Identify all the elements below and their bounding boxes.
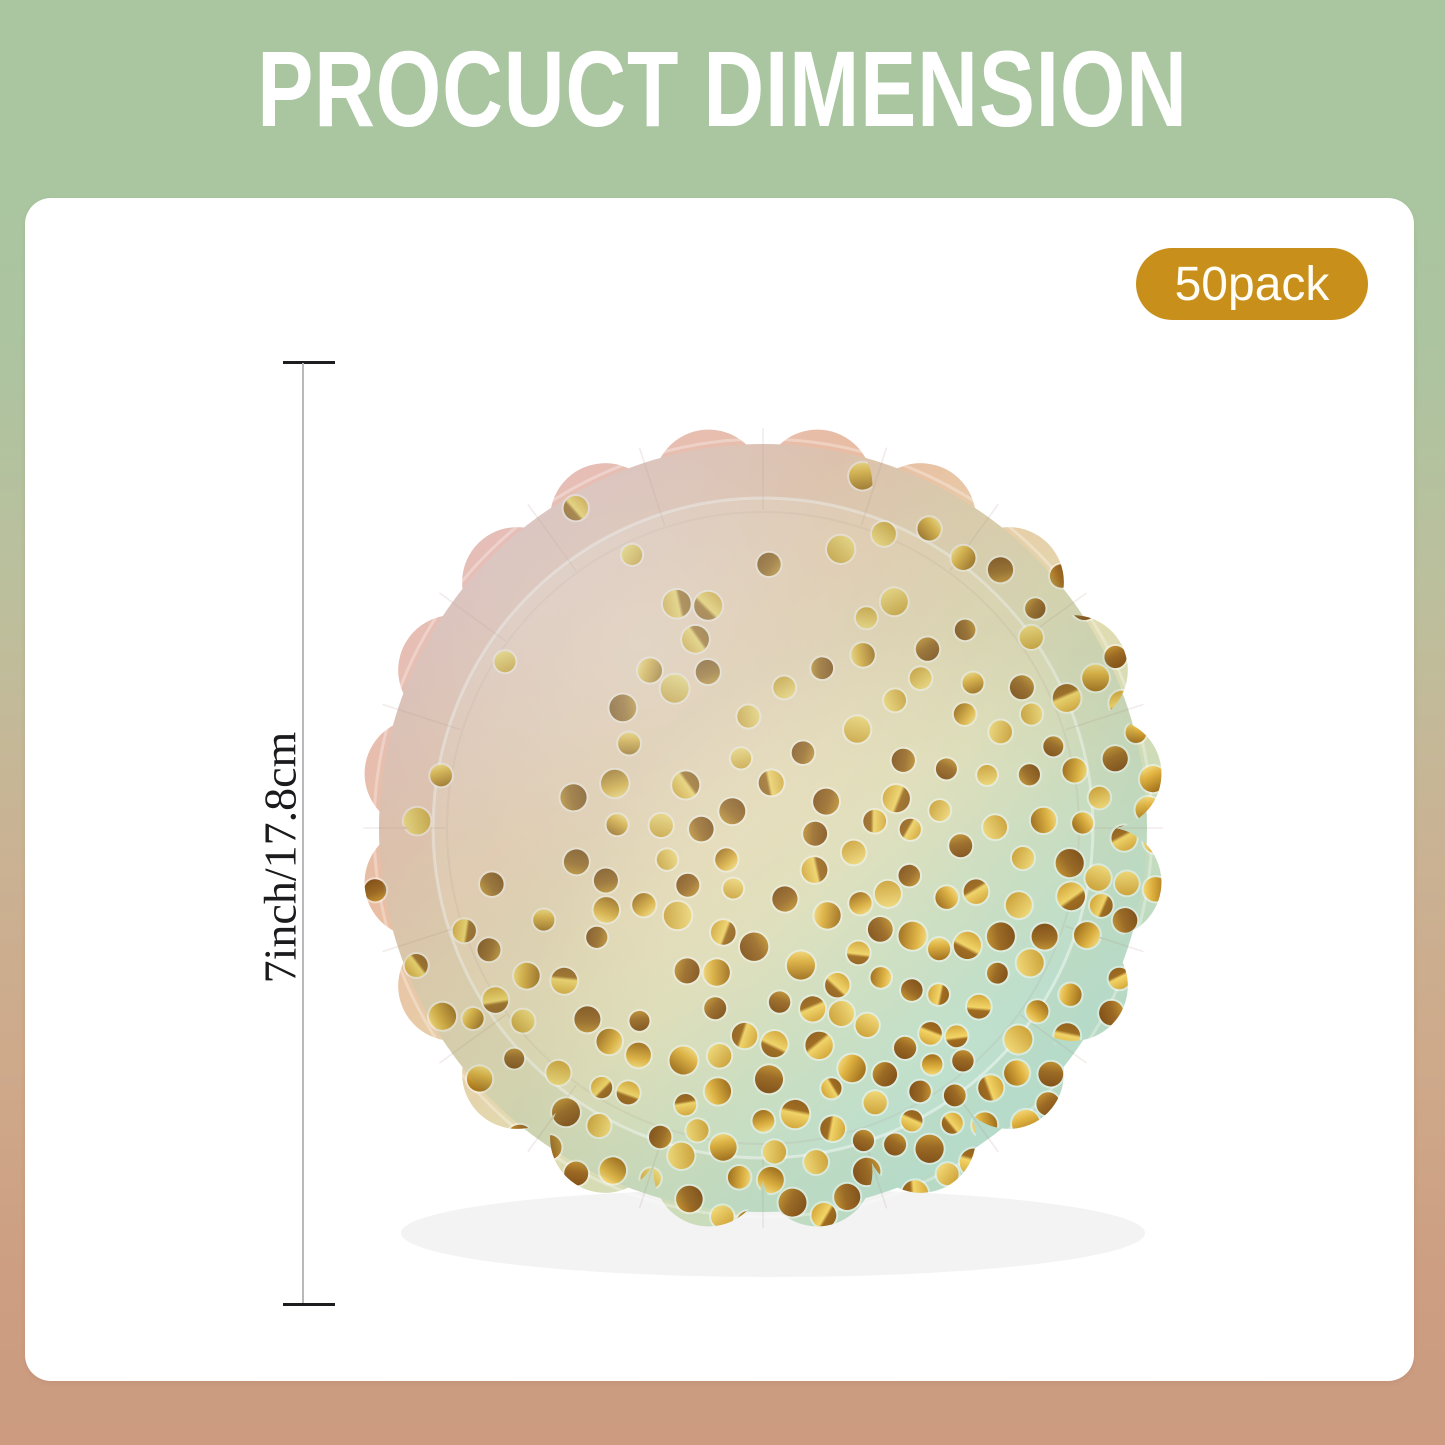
dimension-measure-line: 7inch/17.8cm xyxy=(255,361,338,1306)
pack-count-badge: 50pack xyxy=(1136,248,1368,320)
title-banner: PROCUCT DIMENSION xyxy=(0,0,1445,198)
dimension-vertical-line xyxy=(302,363,304,1304)
product-card: 50pack 7inch/17.8cm xyxy=(25,198,1414,1381)
plate-icon xyxy=(363,428,1163,1277)
product-image xyxy=(303,365,1223,1291)
pack-count-label: 50pack xyxy=(1174,257,1330,311)
dimension-cap-top xyxy=(283,361,335,364)
page-title: PROCUCT DIMENSION xyxy=(257,28,1188,149)
plate-shade xyxy=(379,444,1147,1212)
dimension-label: 7inch/17.8cm xyxy=(254,731,306,984)
plate-shadow xyxy=(401,1189,1145,1277)
dimension-cap-bottom xyxy=(283,1303,335,1306)
plate-rim-bevel xyxy=(372,437,1154,1219)
